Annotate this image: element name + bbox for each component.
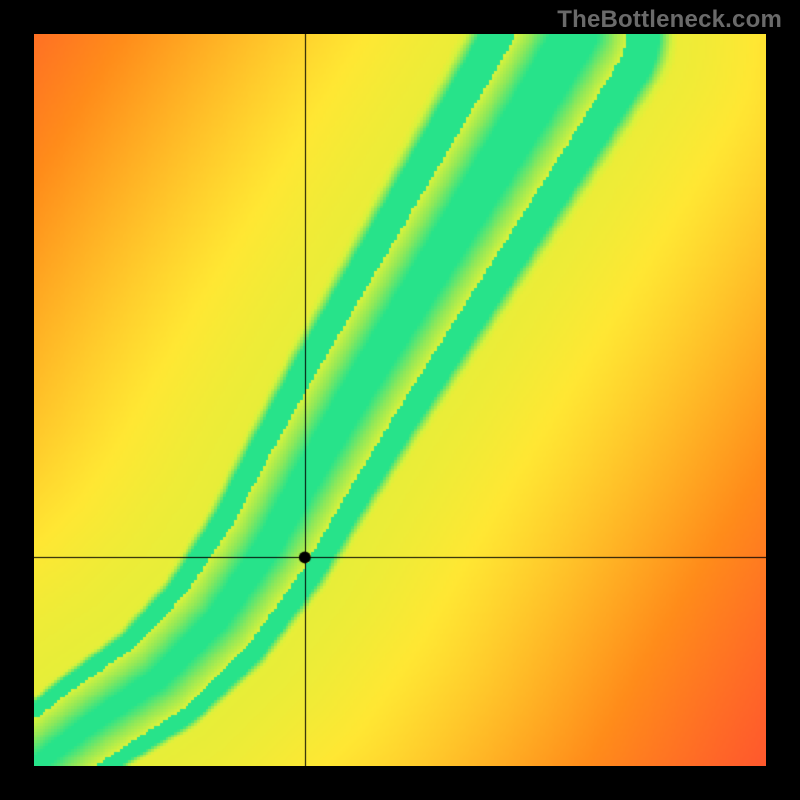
- bottleneck-heatmap: [34, 34, 766, 766]
- chart-container: { "watermark": { "text": "TheBottleneck.…: [0, 0, 800, 800]
- watermark-text: TheBottleneck.com: [557, 6, 782, 34]
